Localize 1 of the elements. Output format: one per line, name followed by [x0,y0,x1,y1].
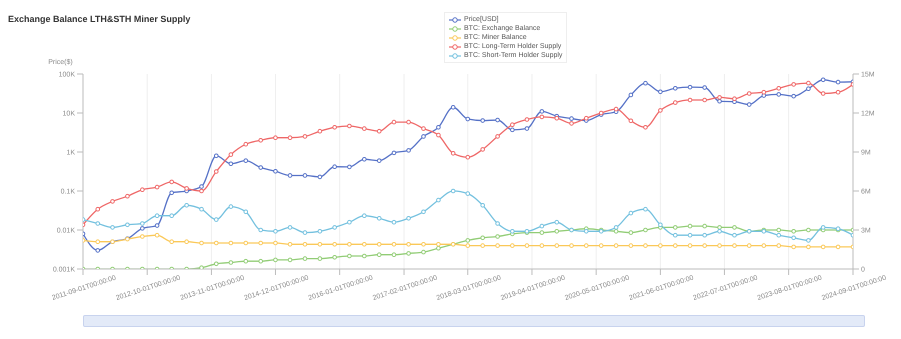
chart-title: Exchange Balance LTH&STH Miner Supply [8,14,190,24]
